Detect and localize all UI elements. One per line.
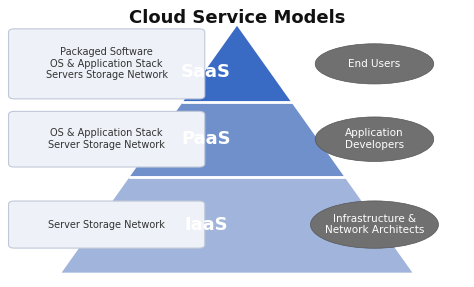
Ellipse shape <box>315 117 434 161</box>
Polygon shape <box>130 102 344 177</box>
Text: IaaS: IaaS <box>184 216 228 234</box>
Ellipse shape <box>315 44 434 84</box>
FancyBboxPatch shape <box>9 111 205 167</box>
Polygon shape <box>183 26 291 102</box>
Text: PaaS: PaaS <box>182 130 231 148</box>
Text: Cloud Service Models: Cloud Service Models <box>129 9 345 27</box>
Text: Infrastructure &
Network Architects: Infrastructure & Network Architects <box>325 214 424 235</box>
Text: Application
Developers: Application Developers <box>345 128 404 150</box>
Text: SaaS: SaaS <box>181 63 231 81</box>
Text: OS & Application Stack
Server Storage Network: OS & Application Stack Server Storage Ne… <box>48 128 165 150</box>
Polygon shape <box>62 177 412 273</box>
Text: Server Storage Network: Server Storage Network <box>48 220 165 230</box>
Text: End Users: End Users <box>348 59 401 69</box>
Text: Packaged Software
OS & Application Stack
Servers Storage Network: Packaged Software OS & Application Stack… <box>46 47 168 80</box>
FancyBboxPatch shape <box>9 201 205 248</box>
FancyBboxPatch shape <box>9 29 205 99</box>
Ellipse shape <box>310 201 438 248</box>
